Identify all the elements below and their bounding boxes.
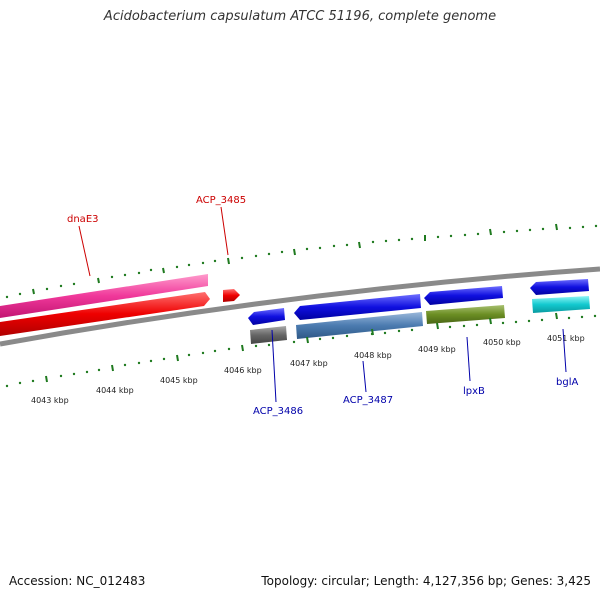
scale-label-4051: 4051 kbp <box>547 334 585 343</box>
gene-arrow-dnaE3-lower[interactable] <box>0 292 210 336</box>
scale-labels: 4043 kbp 4044 kbp 4045 kbp 4046 kbp 4047… <box>31 334 585 405</box>
lower-tick-track <box>5 312 597 388</box>
gene-arrow-ACP_3486-upper[interactable] <box>248 308 285 325</box>
gene-label-ACP_3486: ACP_3486 <box>253 406 303 417</box>
gene-arrow-ACP_3487-lower[interactable] <box>296 312 423 339</box>
genome-summary-text: Topology: circular; Length: 4,127,356 bp… <box>261 574 591 588</box>
gene-arrow-ACP_3486-lower[interactable] <box>250 326 287 344</box>
gene-arrow-dnaE3-upper[interactable] <box>0 274 208 318</box>
gene-label-bglA: bglA <box>556 377 578 388</box>
scale-label-4049: 4049 kbp <box>418 345 456 354</box>
genome-title: Acidobacterium capsulatum ATCC 51196, co… <box>103 9 497 24</box>
scale-label-4048: 4048 kbp <box>354 351 392 360</box>
gene-arrow-lpxB-lower[interactable] <box>426 305 505 324</box>
gene-label-lpxB: lpxB <box>463 386 485 397</box>
gene-arrow-bglA-lower[interactable] <box>532 296 590 313</box>
scale-label-4044: 4044 kbp <box>96 386 134 395</box>
forward-strand-genes <box>0 274 240 336</box>
scale-label-4046: 4046 kbp <box>224 366 262 375</box>
gene-arrow-bglA-upper[interactable] <box>530 279 589 295</box>
scale-label-4045: 4045 kbp <box>160 376 198 385</box>
scale-label-4050: 4050 kbp <box>483 338 521 347</box>
gene-labels: dnaE3 ACP_3485 ACP_3486 ACP_3487 lpxB bg… <box>67 195 578 417</box>
scale-label-4047: 4047 kbp <box>290 359 328 368</box>
gene-label-ACP_3485: ACP_3485 <box>196 195 246 206</box>
upper-tick-track <box>5 223 598 299</box>
genome-backbone <box>0 266 600 347</box>
gene-arrow-ACP_3485[interactable] <box>223 289 240 302</box>
gene-label-dnaE3: dnaE3 <box>67 214 99 225</box>
reverse-strand-genes <box>248 279 590 344</box>
gene-arrow-ACP_3487-upper[interactable] <box>294 294 421 320</box>
gene-label-ACP_3487: ACP_3487 <box>343 395 393 406</box>
accession-text: Accession: NC_012483 <box>9 574 146 588</box>
gene-arrow-lpxB-upper[interactable] <box>424 286 503 305</box>
scale-label-4043: 4043 kbp <box>31 396 69 405</box>
